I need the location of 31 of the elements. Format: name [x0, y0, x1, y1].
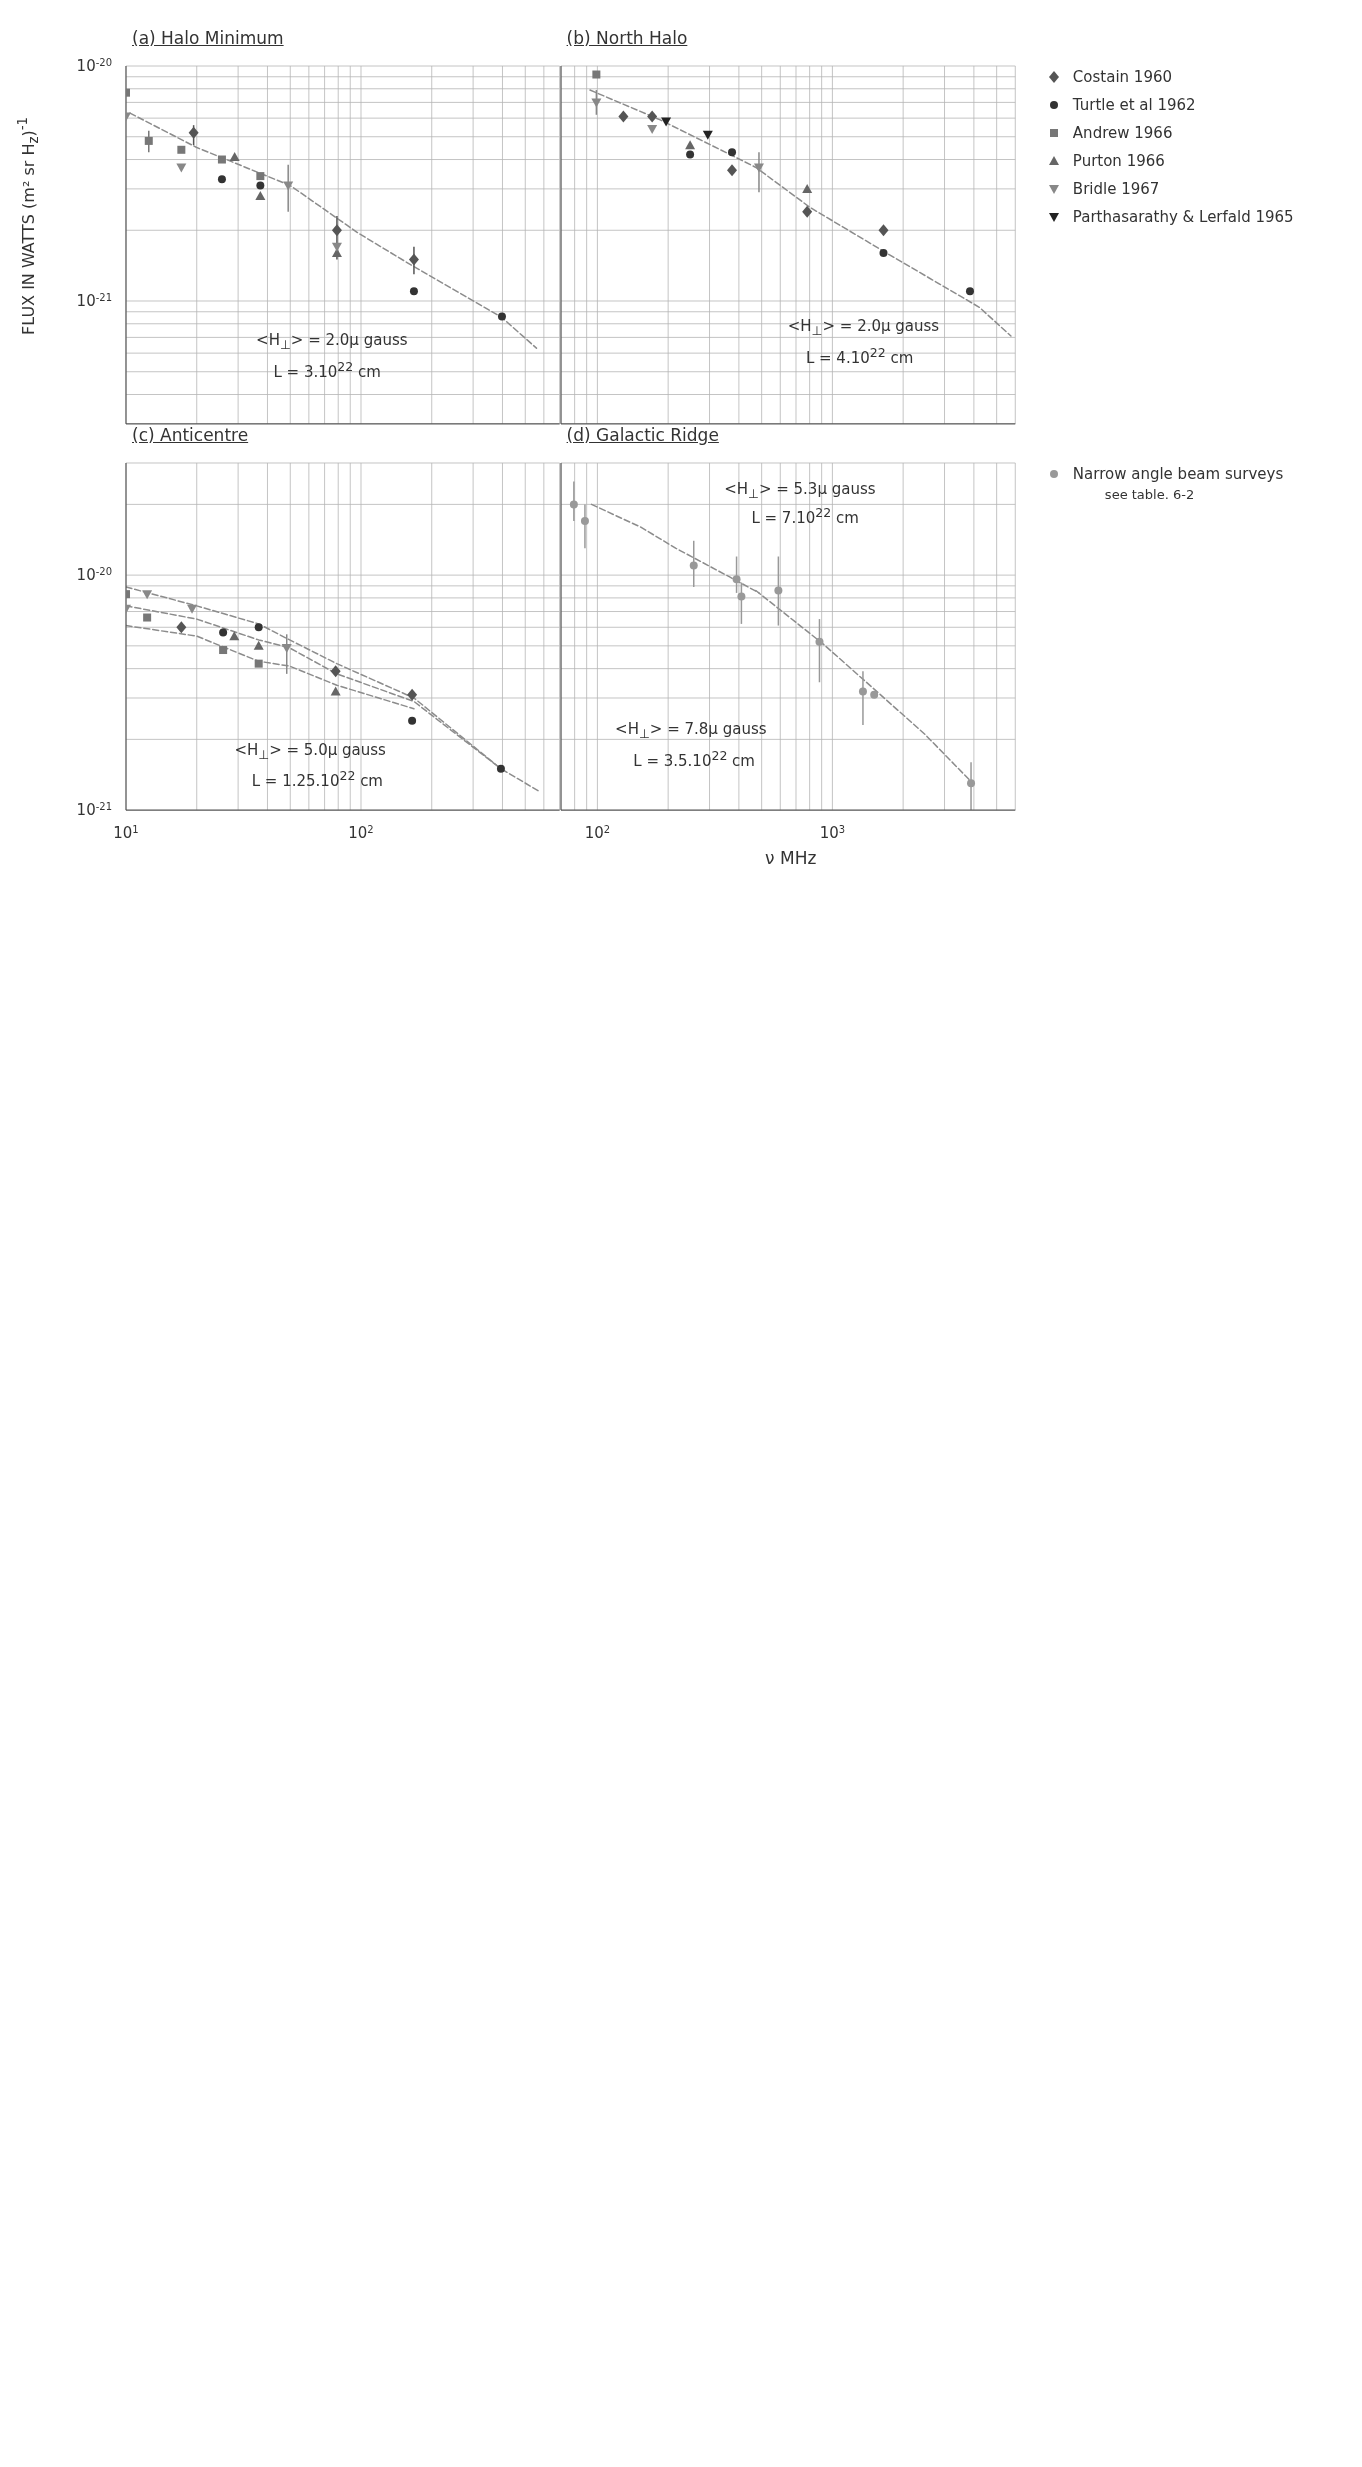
legend-label: Andrew 1966: [1072, 124, 1173, 142]
annotation: L = 3.10$^{22}$ cm: [273, 359, 381, 382]
annotation: L = 7.10$^{22}$ cm: [751, 504, 859, 527]
x-tick-label: 10$^{2}$: [348, 823, 374, 842]
legend-label: Parthasarathy & Lerfald 1965: [1072, 208, 1294, 226]
chart-title: (a) Halo Minimum: [132, 28, 284, 48]
annotation: L = 4.10$^{22}$ cm: [805, 345, 914, 368]
legend-label: Costain 1960: [1072, 68, 1173, 86]
annotation: L = 1.25.10$^{22}$ cm: [251, 768, 383, 791]
chart-title: (c) Anticentre: [132, 424, 249, 445]
annotation: <H$_{⊥}$> = 7.8μ gauss: [615, 719, 767, 741]
annotation: <H$_{⊥}$> = 2.0μ gauss: [787, 316, 940, 338]
x-tick-label: 10$^{1}$: [113, 823, 139, 842]
legend-label: Purton 1966: [1072, 152, 1165, 170]
x-tick-label: 10$^{2}$: [584, 823, 610, 842]
y-tick-label: 10$^{-20}$: [76, 56, 112, 75]
x-axis-title: ν MHz: [765, 847, 817, 868]
y-tick-label: 10$^{-21}$: [76, 800, 112, 819]
x-tick-label: 10$^{3}$: [819, 823, 845, 842]
chart-title: (b) North Halo: [566, 28, 688, 48]
chart-title: (d) Galactic Ridge: [566, 424, 719, 445]
text: see table. 6-2: [1104, 486, 1195, 502]
legend-label: Bridle 1967: [1072, 180, 1160, 198]
annotation: L = 3.5.10$^{22}$ cm: [633, 747, 755, 770]
legend-label: Narrow angle beam surveys: [1072, 464, 1284, 483]
annotation: <H$_{⊥}$> = 5.0μ gauss: [234, 740, 386, 762]
y-tick-label: 10$^{-21}$: [76, 291, 112, 310]
annotation: <H$_{⊥}$> = 5.3μ gauss: [724, 480, 876, 502]
y-tick-label: 10$^{-20}$: [76, 565, 112, 584]
legend-label: Turtle et al 1962: [1072, 96, 1196, 114]
annotation: <H$_{⊥}$> = 2.0μ gauss: [256, 330, 408, 352]
